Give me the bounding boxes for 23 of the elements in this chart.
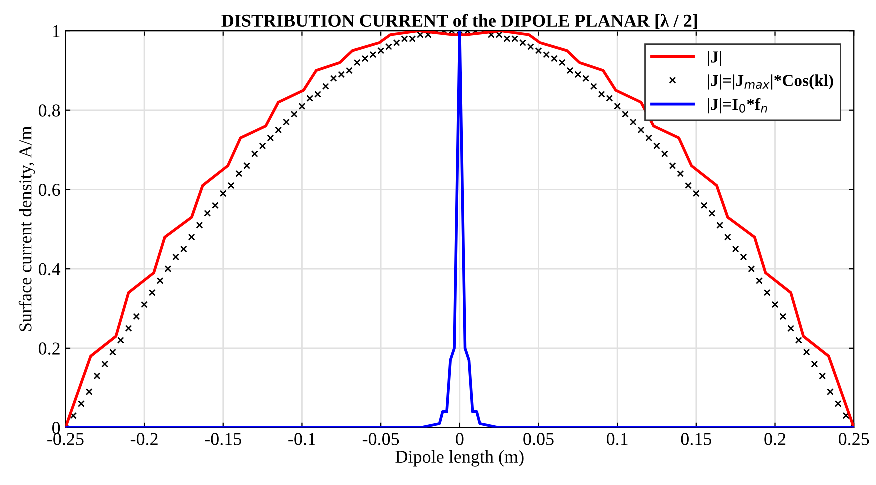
x-tick-label: -0.1 <box>288 433 316 446</box>
x-tick-label: -0.2 <box>130 433 158 446</box>
legend-label: |J| <box>708 51 722 66</box>
chart-title: DISTRIBUTION CURRENT of the DIPOLE PLANAR [λ / 2] <box>222 14 698 30</box>
y-tick-label: 0.4 <box>38 263 61 276</box>
legend-label: |J|=I$_{0}$*f$_{n}$ <box>708 98 768 114</box>
y-tick-label: 0 <box>52 422 60 434</box>
x-tick-label: 0.1 <box>606 433 628 446</box>
x-tick-label: 0.25 <box>838 433 870 446</box>
legend-label: |J|=|J$_{max}$|*Cos(kl) <box>708 74 834 90</box>
y-tick-label: 0.6 <box>38 184 60 196</box>
y-tick-label: 0.8 <box>38 104 60 117</box>
x-tick-label: 0.05 <box>524 433 554 446</box>
y-tick-label: 0.2 <box>38 342 60 355</box>
x-axis-title: Dipole length (m) <box>396 450 524 467</box>
y-axis-title: Surface current density, A/m <box>18 126 36 332</box>
x-tick-label: -0.05 <box>362 433 400 446</box>
x-tick-label: 0.15 <box>681 433 712 446</box>
x-tick-label: -0.25 <box>48 433 84 446</box>
x-tick-label: 0.2 <box>764 433 786 446</box>
y-tick-label: 1 <box>53 25 60 38</box>
x-tick-label: -0.15 <box>205 433 242 446</box>
x-tick-label: 0 <box>456 433 464 446</box>
